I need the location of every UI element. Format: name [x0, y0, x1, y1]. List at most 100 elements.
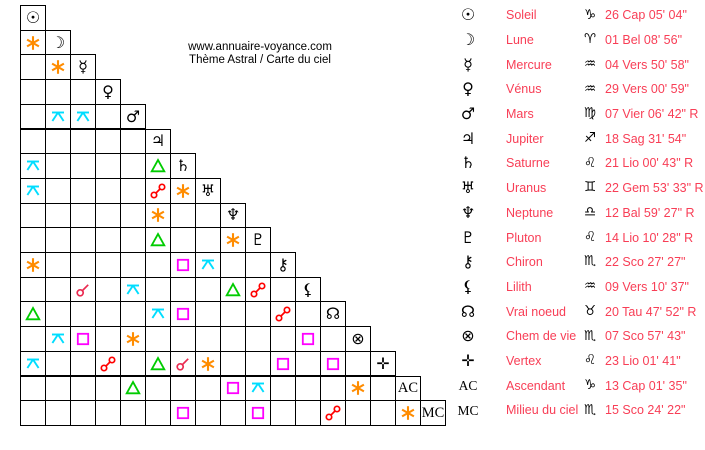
planet-position: 07 Vier 06' 42" R — [605, 107, 699, 122]
planet-glyph-icon: ♆ — [225, 205, 241, 225]
aspect-opposition-icon — [150, 183, 166, 199]
aspect-trine-icon — [150, 232, 166, 247]
aspect-cell — [395, 400, 421, 426]
zodiac-sign-icon: ♏ — [584, 401, 597, 418]
aspect-cell — [120, 301, 146, 328]
legend-row-mars: ♂ Mars ♍ 07 Vier 06' 42" R — [452, 102, 704, 127]
aspect-cell — [270, 400, 296, 426]
aspect-cell — [20, 227, 46, 253]
aspect-cell — [170, 202, 196, 229]
planet-glyph-icon: ☊ — [325, 304, 341, 324]
aspect-cell — [170, 375, 196, 402]
aspect-cell — [220, 326, 246, 352]
aspect-cell — [195, 252, 221, 278]
planet-name: Jupiter — [506, 131, 544, 146]
planet-glyph-icon: ⚸ — [462, 276, 474, 296]
zodiac-sign-icon: ♒ — [584, 278, 597, 295]
aspect-cell — [20, 153, 46, 179]
aspect-cell — [245, 276, 271, 303]
aspect-cell — [95, 252, 121, 278]
zodiac-sign-icon: ♌ — [584, 154, 597, 171]
planet-glyph-icon: ♀ — [462, 79, 474, 99]
aspect-trine-icon — [150, 355, 166, 370]
aspect-quincunx-icon — [26, 185, 40, 196]
aspect-cell — [370, 375, 396, 402]
aspect-cell — [245, 400, 271, 426]
planet-glyph-icon: MC — [421, 404, 445, 421]
planet-glyph-icon: ♄ — [175, 156, 191, 176]
planet-glyph-icon: ♃ — [460, 128, 476, 148]
aspect-square-icon — [76, 332, 90, 346]
aspect-sextile-icon — [51, 60, 65, 75]
aspect-cell — [95, 301, 121, 328]
aspect-cell — [120, 202, 146, 229]
planet-glyph-icon: ☉ — [460, 5, 476, 25]
planet-glyph-icon: ♇ — [250, 230, 266, 250]
aspect-opposition-icon — [275, 306, 291, 322]
aspect-cell — [45, 375, 71, 402]
planet-glyph-icon: ✛ — [376, 353, 390, 373]
aspect-cell — [20, 326, 46, 352]
aspect-square-icon — [326, 357, 340, 370]
aspect-cell — [70, 276, 96, 303]
aspect-cell — [170, 400, 196, 426]
planet-name: Chem de vie — [506, 329, 577, 344]
zodiac-sign-icon: ♐ — [584, 130, 597, 147]
aspect-cell — [270, 276, 296, 303]
aspect-cell — [95, 350, 121, 377]
aspect-cell — [370, 400, 396, 426]
aspect-cell — [20, 202, 46, 229]
planet-glyph-icon: ☽ — [50, 32, 66, 52]
aspect-sextile-icon — [401, 406, 415, 420]
zodiac-sign-icon: ♒ — [584, 55, 597, 72]
aspect-cell — [295, 400, 321, 426]
site-url: www.annuaire-voyance.com — [188, 41, 332, 53]
aspect-conjunction-icon — [76, 283, 89, 297]
aspect-cell — [195, 400, 221, 426]
aspect-cell — [20, 103, 46, 130]
aspect-cell — [170, 326, 196, 352]
chart-subtitle: Thème Astral / Carte du ciel — [189, 54, 331, 66]
zodiac-sign-icon: ♉ — [584, 302, 597, 319]
aspect-cell — [70, 252, 96, 278]
aspect-cell — [345, 375, 371, 402]
aspect-cell — [20, 79, 46, 105]
aspect-cell — [70, 326, 96, 352]
planet-position: 04 Vers 50' 58" — [605, 57, 689, 72]
legend-row-lilith: ⚸ Lilith ♒ 09 Vers 10' 37" — [452, 275, 704, 300]
aspect-cell — [120, 350, 146, 377]
zodiac-sign-icon: ♑ — [584, 6, 597, 23]
aspect-cell — [20, 128, 46, 155]
planet-cell-ascendant: AC — [395, 375, 421, 402]
planet-cell-vrai-noeud: ☊ — [320, 301, 346, 328]
aspect-cell — [295, 326, 321, 352]
aspect-cell — [70, 128, 96, 155]
planet-position: 09 Vers 10' 37" — [605, 279, 689, 294]
planet-glyph-icon: ♆ — [460, 202, 476, 222]
aspect-square-icon — [176, 258, 190, 271]
planet-glyph-icon: ⚷ — [277, 254, 289, 274]
planet-glyph-icon: ✛ — [461, 350, 475, 370]
planet-cell-lune: ☽ — [45, 29, 71, 56]
aspect-quincunx-icon — [51, 333, 65, 344]
planet-position: 22 Sco 27' 27" — [605, 255, 686, 270]
aspect-opposition-icon — [325, 405, 341, 421]
aspect-cell — [45, 227, 71, 253]
planet-cell-venus: ♀ — [95, 79, 121, 105]
planet-glyph-icon: ♄ — [460, 153, 476, 173]
planet-glyph-icon: MC — [457, 402, 479, 418]
aspect-cell — [145, 153, 171, 179]
aspect-conjunction-icon — [176, 357, 189, 371]
planet-name: Vertex — [506, 353, 542, 368]
planet-name: Milieu du ciel — [506, 403, 579, 418]
planet-position: 23 Lio 01' 41" — [605, 353, 681, 368]
planet-cell-soleil: ☉ — [20, 5, 46, 31]
aspect-cell — [320, 350, 346, 377]
planet-cell-lilith: ⚸ — [295, 276, 321, 303]
aspect-cell — [120, 227, 146, 253]
planet-position: 14 Lio 10' 28" R — [605, 230, 694, 245]
planet-name: Lune — [506, 33, 534, 48]
zodiac-sign-icon: ♑ — [584, 376, 597, 393]
planet-cell-saturne: ♄ — [170, 153, 196, 179]
aspect-cell — [120, 400, 146, 426]
